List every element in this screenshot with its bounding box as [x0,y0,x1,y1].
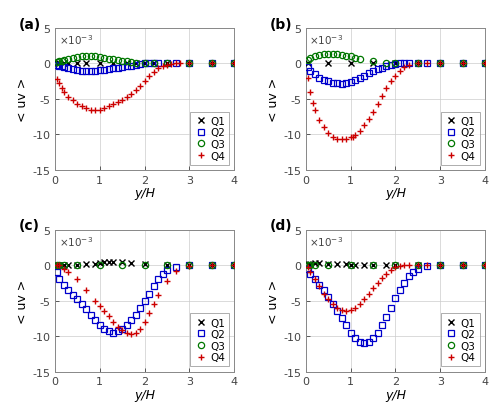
Y-axis label: < uv >: < uv > [16,78,30,122]
Y-axis label: < uv >: < uv > [267,279,280,323]
Y-axis label: < uv >: < uv > [16,279,30,323]
Text: (b): (b) [270,18,292,31]
Text: $\times10^{-3}$: $\times10^{-3}$ [58,33,92,47]
X-axis label: y/H: y/H [385,187,406,200]
Text: (c): (c) [19,219,40,233]
Text: (d): (d) [270,219,292,233]
Text: (a): (a) [19,18,42,31]
Legend: Q1, Q2, Q3, Q4: Q1, Q2, Q3, Q4 [190,112,229,165]
Legend: Q1, Q2, Q3, Q4: Q1, Q2, Q3, Q4 [190,313,229,366]
Text: $\times10^{-3}$: $\times10^{-3}$ [310,33,344,47]
Legend: Q1, Q2, Q3, Q4: Q1, Q2, Q3, Q4 [441,112,480,165]
Y-axis label: < uv >: < uv > [267,78,280,122]
X-axis label: y/H: y/H [134,388,155,401]
Text: $\times10^{-3}$: $\times10^{-3}$ [310,234,344,248]
Legend: Q1, Q2, Q3, Q4: Q1, Q2, Q3, Q4 [441,313,480,366]
X-axis label: y/H: y/H [134,187,155,200]
Text: $\times10^{-3}$: $\times10^{-3}$ [58,234,92,248]
X-axis label: y/H: y/H [385,388,406,401]
